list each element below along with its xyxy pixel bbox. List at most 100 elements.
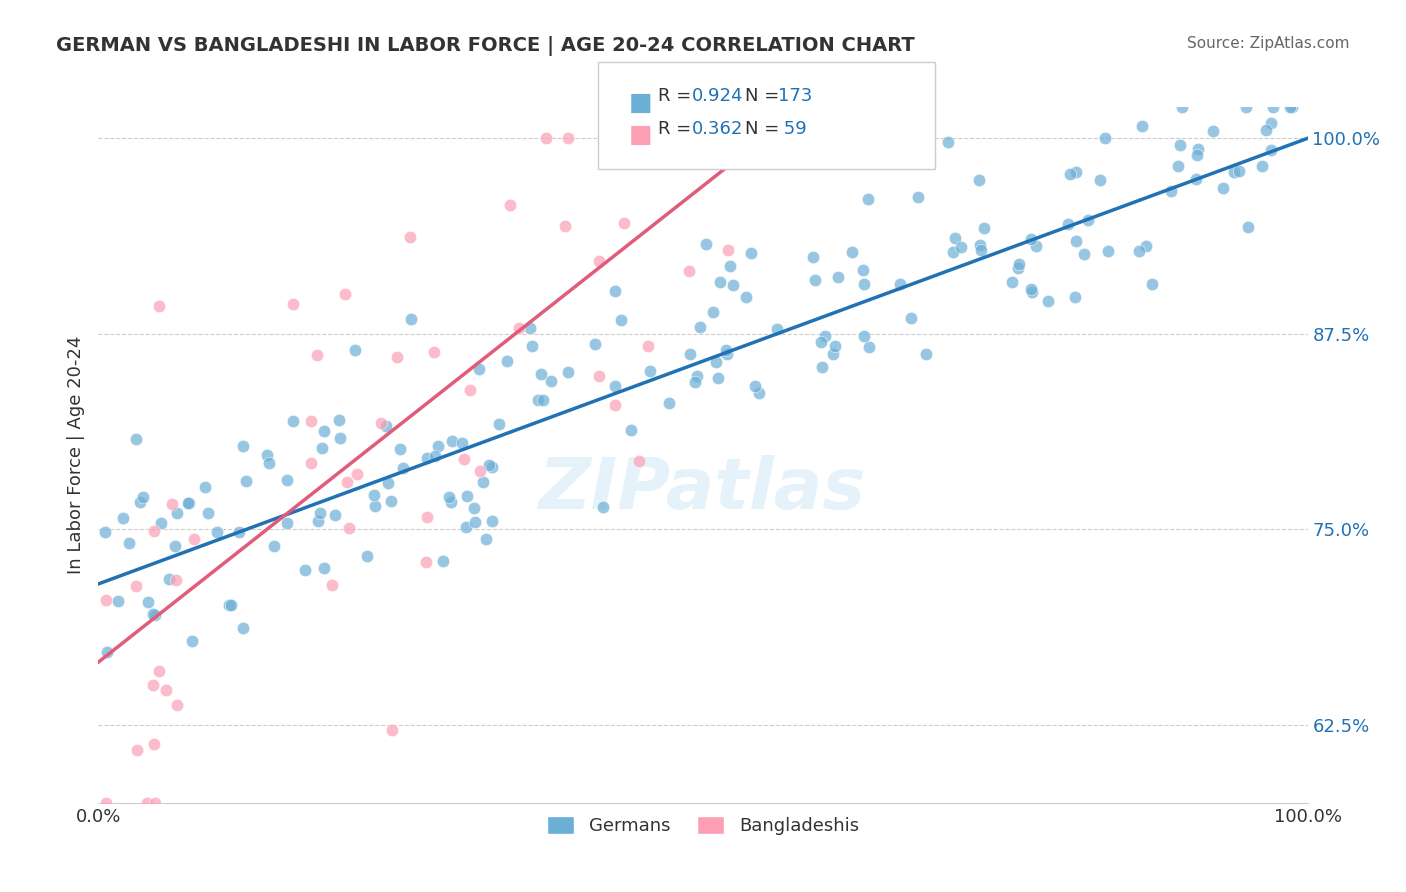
Point (1279, 100, 1302, 114)
Point (129, 495, 152, 509)
Point (638, 364, 661, 378)
Point (742, 137, 765, 152)
Point (1281, 100, 1303, 114)
Point (969, 238, 991, 252)
Point (143, 608, 166, 623)
Point (392, 461, 415, 475)
Point (415, 450, 437, 465)
Point (439, 494, 461, 508)
Point (1170, 137, 1192, 152)
Point (437, 490, 460, 504)
Point (305, 348, 328, 362)
Point (385, 350, 408, 364)
Point (481, 514, 503, 528)
Point (530, 368, 553, 382)
Point (96, 645, 118, 659)
Text: 59: 59 (778, 120, 806, 137)
Point (1090, 173, 1112, 187)
Point (177, 496, 200, 510)
Point (194, 480, 217, 494)
Point (157, 572, 180, 586)
Point (706, 371, 728, 385)
Point (1187, 142, 1209, 156)
Point (205, 525, 228, 540)
Point (613, 131, 636, 145)
Point (714, 343, 737, 357)
Text: R =: R = (658, 120, 697, 137)
Point (283, 297, 305, 311)
Point (943, 231, 966, 245)
Point (125, 432, 148, 446)
Point (1019, 232, 1042, 246)
Point (1251, 159, 1274, 173)
Point (942, 245, 965, 260)
Point (1135, 239, 1157, 253)
Point (1185, 171, 1208, 186)
Y-axis label: In Labor Force | Age 20-24: In Labor Force | Age 20-24 (66, 335, 84, 574)
Text: 0.924: 0.924 (692, 87, 744, 105)
Point (1063, 290, 1085, 304)
Point (464, 515, 486, 529)
Point (685, 375, 707, 389)
Point (605, 398, 627, 412)
Point (519, 321, 541, 335)
Point (557, 365, 579, 379)
Point (311, 441, 333, 455)
Point (748, 386, 770, 401)
Point (166, 506, 188, 520)
Point (1007, 260, 1029, 275)
Point (1128, 244, 1150, 259)
Point (132, 491, 155, 505)
Point (716, 347, 738, 361)
Point (1227, 163, 1250, 178)
Point (679, 347, 702, 361)
Point (136, 595, 159, 609)
Text: N =: N = (745, 87, 785, 105)
Point (263, 539, 285, 553)
Point (721, 277, 744, 292)
Point (388, 442, 411, 456)
Point (399, 229, 422, 244)
Point (527, 392, 550, 407)
Point (94, 593, 117, 607)
Point (1036, 293, 1059, 308)
Point (356, 549, 378, 563)
Point (1160, 184, 1182, 198)
Point (232, 622, 254, 636)
Point (1260, 116, 1282, 130)
Point (709, 275, 731, 289)
Point (1001, 275, 1024, 289)
Point (534, 131, 557, 145)
Point (142, 607, 165, 622)
Point (938, 135, 960, 149)
Text: ■: ■ (628, 91, 652, 115)
Point (481, 460, 503, 475)
Point (381, 723, 404, 737)
Point (257, 456, 280, 470)
Point (718, 155, 741, 169)
Point (1260, 143, 1282, 157)
Point (858, 340, 880, 354)
Point (540, 375, 562, 389)
Point (704, 355, 727, 369)
Point (824, 339, 846, 353)
Point (1212, 181, 1234, 195)
Point (1254, 123, 1277, 137)
Point (914, 347, 936, 361)
Point (1171, 100, 1194, 114)
Point (125, 743, 148, 757)
Point (702, 305, 724, 319)
Point (841, 245, 863, 260)
Point (218, 599, 240, 613)
Point (416, 509, 439, 524)
Point (180, 634, 202, 648)
Point (155, 683, 177, 698)
Point (678, 264, 700, 278)
Point (1073, 246, 1095, 260)
Point (325, 508, 347, 523)
Point (766, 322, 789, 336)
Point (658, 396, 681, 410)
Point (969, 243, 991, 257)
Point (432, 554, 454, 568)
Point (427, 439, 450, 453)
